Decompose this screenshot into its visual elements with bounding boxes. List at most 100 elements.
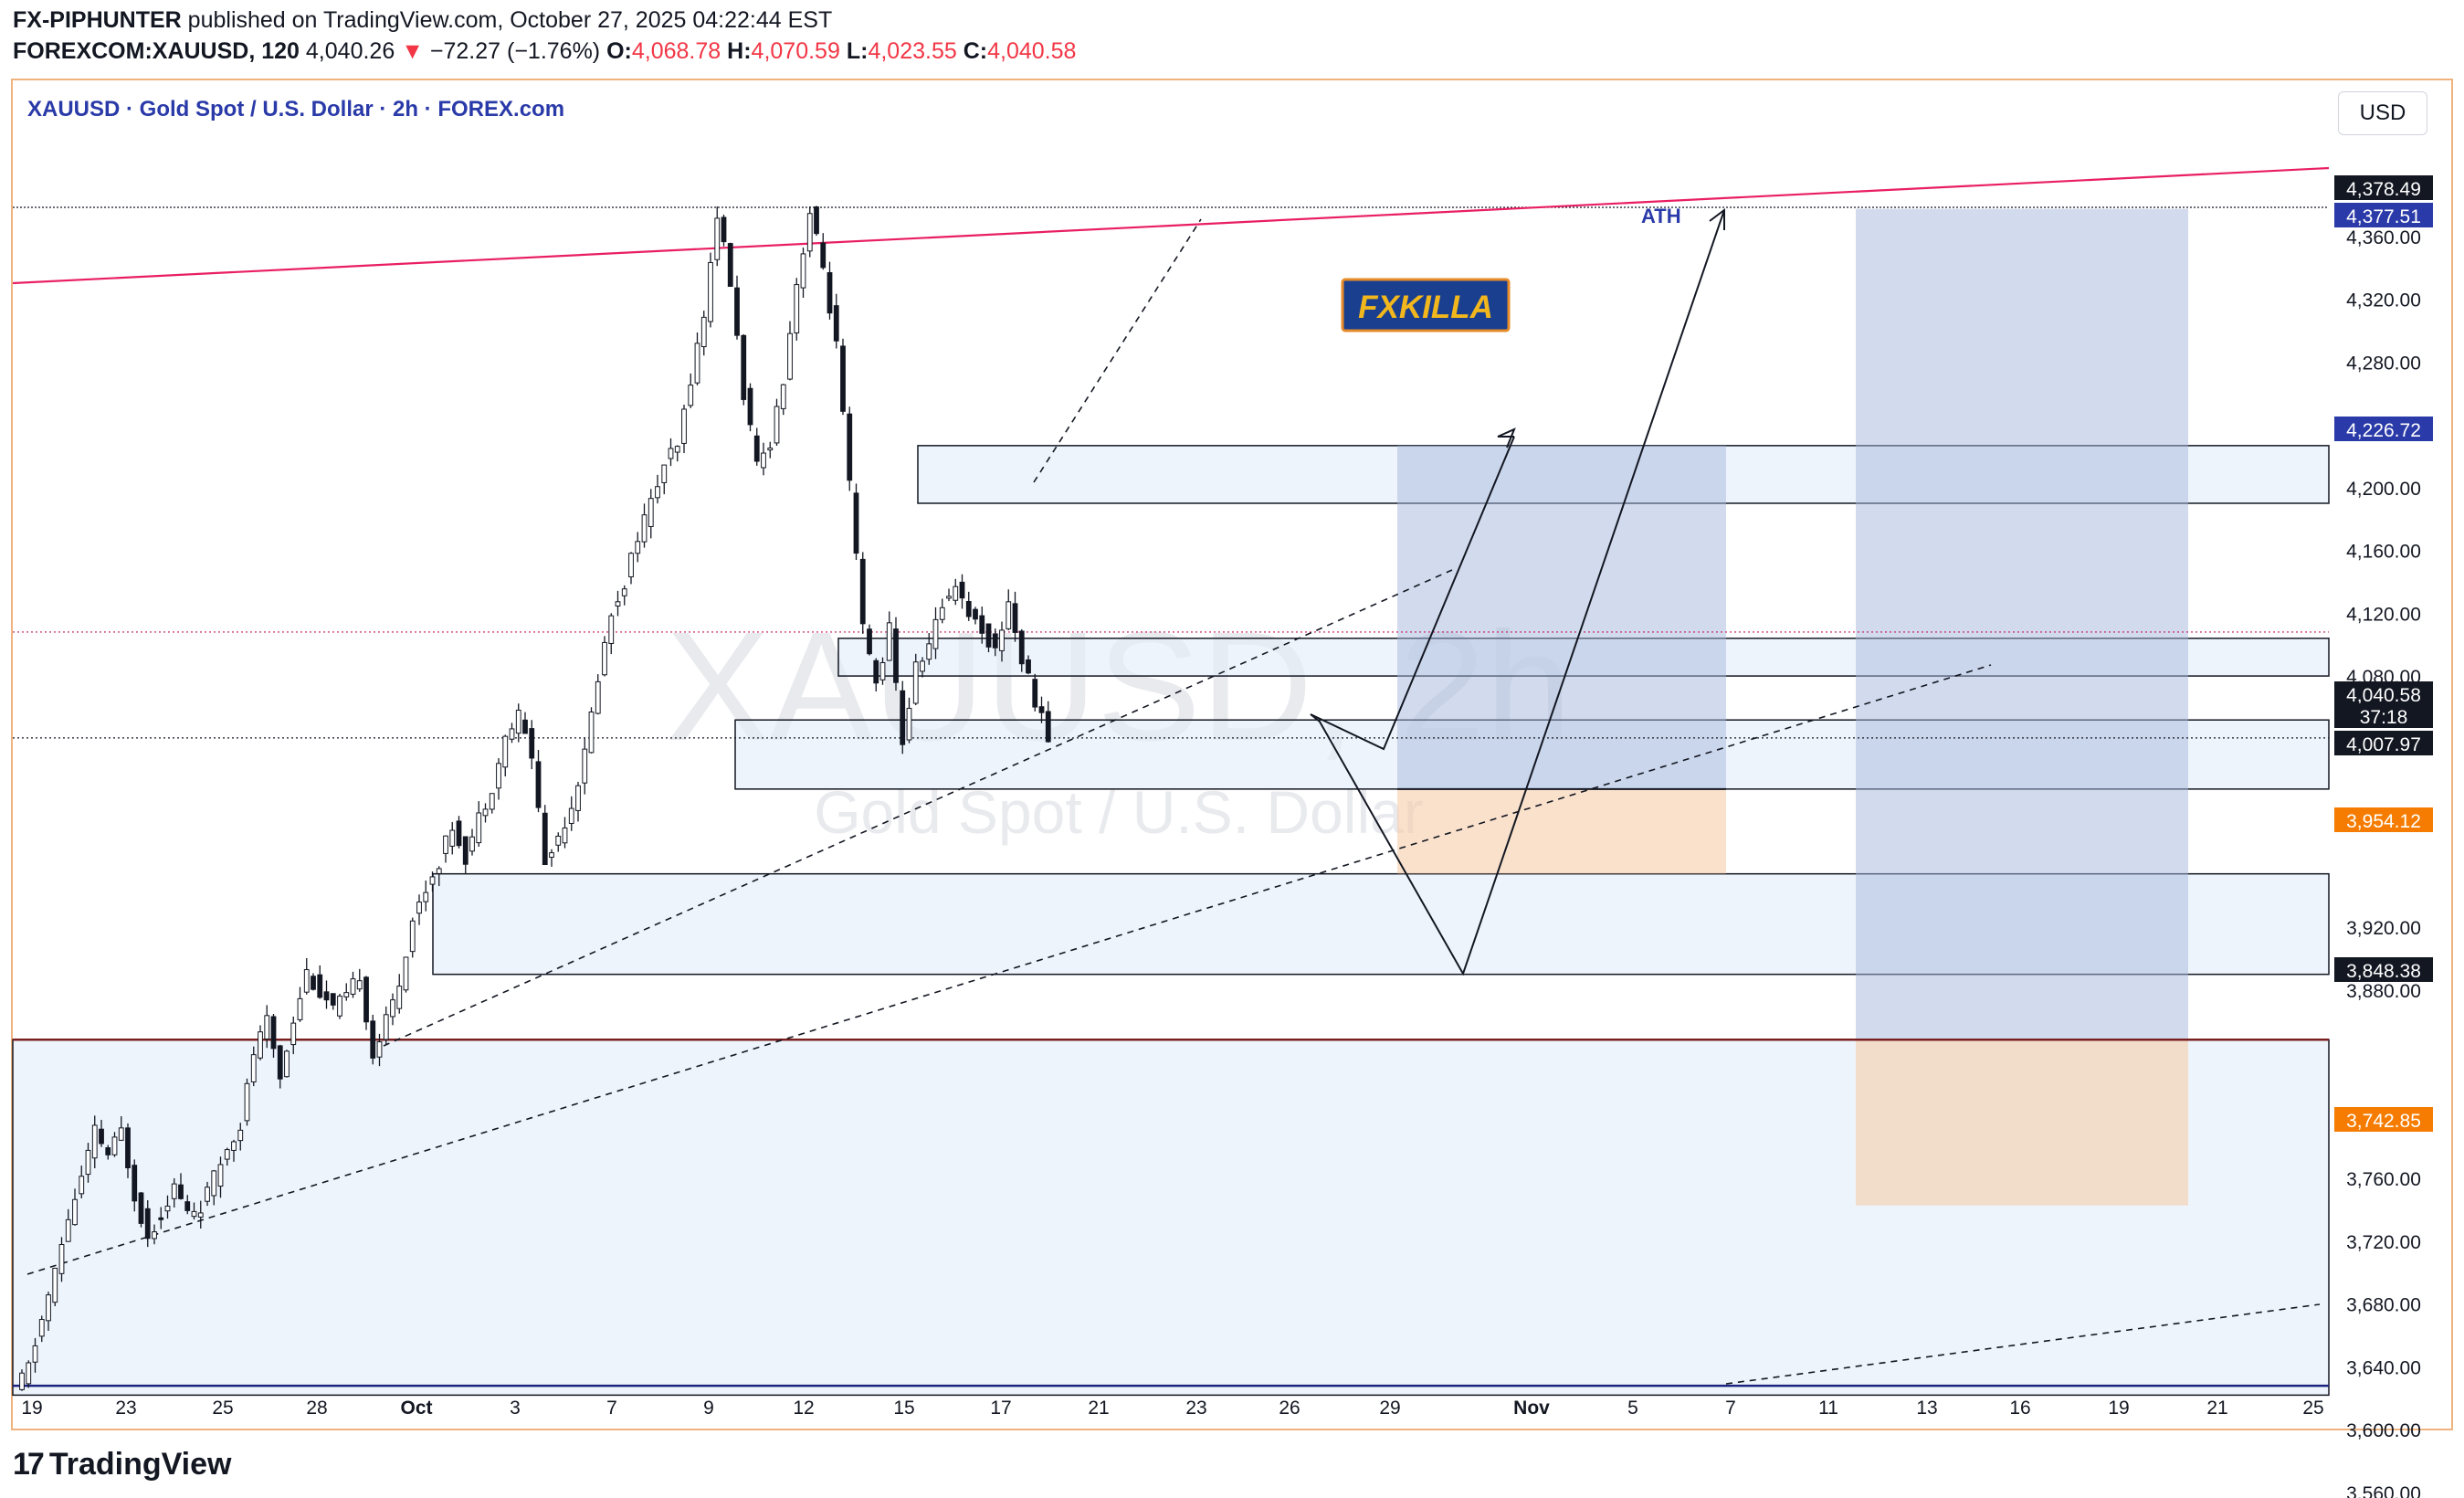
candle-body bbox=[741, 334, 747, 400]
x-tick-label: 16 bbox=[2009, 1398, 2030, 1419]
candle-body bbox=[999, 629, 1005, 651]
candle-body bbox=[118, 1127, 124, 1141]
footer-brand-text: TradingView bbox=[48, 1447, 232, 1482]
candle-body bbox=[575, 785, 581, 811]
candle-body bbox=[833, 305, 839, 342]
candle-body bbox=[549, 852, 554, 858]
candle-body bbox=[714, 217, 721, 260]
candle-body bbox=[105, 1147, 111, 1155]
candle-body bbox=[655, 486, 660, 499]
y-tick-label: 3,920.00 bbox=[2346, 918, 2421, 939]
close-value: 4,040.58 bbox=[987, 38, 1077, 64]
candle-body bbox=[873, 659, 879, 684]
symbol-name[interactable]: FOREXCOM:XAUUSD bbox=[13, 38, 249, 64]
candle-body bbox=[1032, 679, 1038, 708]
candle-body bbox=[46, 1294, 51, 1322]
candle-body bbox=[370, 1020, 376, 1059]
candle-body bbox=[806, 213, 813, 252]
candle-body bbox=[522, 719, 528, 734]
interval-text: , 120 bbox=[248, 38, 300, 64]
chart-symbol-label[interactable]: XAUUSD · Gold Spot / U.S. Dollar · 2h · … bbox=[27, 97, 565, 121]
candle-body bbox=[197, 1212, 204, 1218]
candle-body bbox=[350, 978, 356, 995]
price-label-bg bbox=[2334, 417, 2433, 441]
y-axis: 4,360.004,320.004,280.004,240.004,200.00… bbox=[2346, 227, 2421, 1498]
trendlines-layer bbox=[12, 166, 2330, 1385]
price-label: 4,378.49 bbox=[2346, 179, 2421, 200]
candle-body bbox=[1018, 630, 1025, 665]
y-tick-label: 3,880.00 bbox=[2346, 981, 2421, 1002]
candle-body bbox=[32, 1345, 38, 1363]
candle-body bbox=[800, 253, 806, 289]
x-tick-label: Oct bbox=[400, 1398, 432, 1419]
candle-body bbox=[1026, 659, 1031, 674]
candle-body bbox=[489, 793, 495, 810]
candle-body bbox=[456, 820, 462, 847]
candle-body bbox=[337, 996, 342, 1017]
candle-body bbox=[79, 1176, 85, 1195]
candle-body bbox=[767, 448, 774, 451]
candle-body bbox=[258, 1031, 263, 1059]
candle-body bbox=[694, 343, 700, 384]
candle-body bbox=[814, 206, 819, 235]
candle-body bbox=[674, 446, 680, 453]
candle-body bbox=[99, 1128, 104, 1145]
candle-body bbox=[648, 498, 654, 527]
candle-body bbox=[959, 581, 965, 599]
badge-text: FXKILLA bbox=[1358, 290, 1493, 325]
candle-body bbox=[867, 628, 872, 655]
y-tick-label: 4,200.00 bbox=[2346, 479, 2421, 500]
candle-body bbox=[72, 1198, 78, 1226]
candle-body bbox=[509, 728, 515, 740]
candle-body bbox=[985, 623, 992, 648]
candle-body bbox=[184, 1201, 191, 1211]
x-tick-label: 28 bbox=[306, 1398, 327, 1419]
y-tick-label: 3,720.00 bbox=[2346, 1232, 2421, 1253]
candle-body bbox=[231, 1141, 237, 1151]
x-tick-label: 25 bbox=[212, 1398, 233, 1419]
price-label-bg bbox=[2334, 807, 2433, 832]
x-tick-label: 3 bbox=[510, 1398, 521, 1419]
x-tick-label: 21 bbox=[2206, 1398, 2227, 1419]
candle-body bbox=[827, 272, 833, 314]
y-tick-label: 4,280.00 bbox=[2346, 353, 2421, 374]
candle-body bbox=[853, 492, 859, 554]
candle-body bbox=[205, 1187, 210, 1202]
open-value: 4,068.78 bbox=[631, 38, 721, 64]
x-tick-label: 19 bbox=[2108, 1398, 2129, 1419]
candle-body bbox=[847, 413, 853, 481]
low-label: L: bbox=[846, 38, 869, 64]
currency-button[interactable]: USD bbox=[2338, 91, 2427, 135]
candle-body bbox=[979, 615, 985, 634]
candle-body bbox=[582, 748, 588, 784]
candle-body bbox=[217, 1164, 224, 1187]
candle-body bbox=[820, 242, 827, 269]
candle-body bbox=[85, 1149, 91, 1176]
arrow-head-2 bbox=[1709, 208, 1725, 230]
candle-body bbox=[879, 661, 886, 680]
candle-body bbox=[237, 1129, 244, 1142]
price-label: 4,040.58 bbox=[2346, 685, 2421, 706]
candle-body bbox=[939, 607, 945, 620]
candle-body bbox=[1038, 706, 1045, 713]
candle-body bbox=[383, 1014, 389, 1040]
long-2-target bbox=[1856, 208, 2188, 1040]
long-trendline bbox=[26, 664, 1992, 1275]
publisher-name[interactable]: FX-PIPHUNTER bbox=[13, 7, 182, 33]
fxkilla-badge: FXKILLA bbox=[1341, 278, 1511, 332]
candle-body bbox=[144, 1208, 151, 1240]
zones-layer bbox=[12, 445, 2330, 1397]
candle-body bbox=[356, 980, 363, 990]
long-1-target bbox=[1397, 445, 1726, 789]
candle-body bbox=[973, 608, 978, 620]
candle-body bbox=[628, 553, 634, 578]
candle-body bbox=[244, 1082, 250, 1122]
x-tick-label: Nov bbox=[1513, 1398, 1550, 1419]
x-tick-label: 21 bbox=[1088, 1398, 1109, 1419]
candle-body bbox=[608, 615, 615, 644]
price-label-bg bbox=[2334, 203, 2433, 227]
candle-body bbox=[264, 1015, 270, 1040]
price-label-bg bbox=[2334, 957, 2433, 982]
footer-brand[interactable]: 17 TradingView bbox=[13, 1447, 231, 1482]
